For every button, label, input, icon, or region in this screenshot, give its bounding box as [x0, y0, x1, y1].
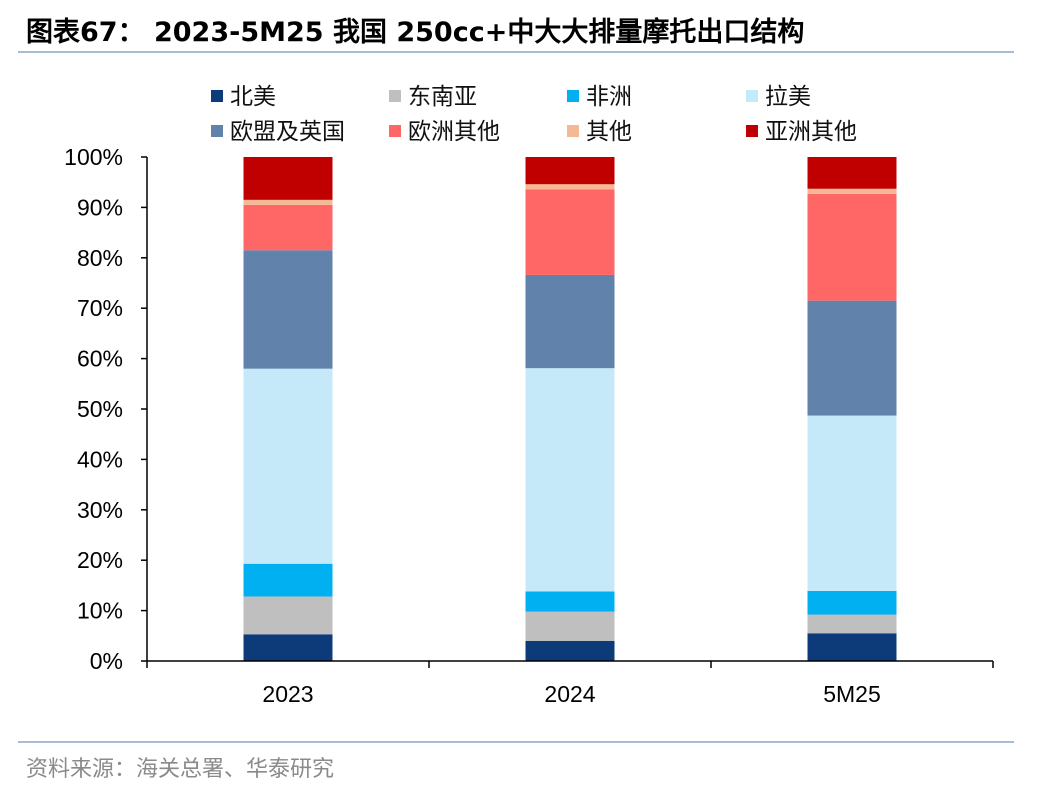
y-tick-label: 100% — [64, 144, 123, 170]
bar-segment — [807, 590, 897, 615]
title-divider — [18, 51, 1014, 53]
bar-segment — [525, 274, 615, 369]
legend-label: 拉美 — [765, 84, 811, 110]
bar-segment — [807, 633, 897, 661]
legend-item: 拉美 — [746, 84, 811, 110]
bar-segment — [243, 199, 333, 205]
legend-item: 非洲 — [567, 84, 632, 110]
y-tick-label: 70% — [77, 295, 123, 321]
legend-label: 其他 — [586, 119, 632, 145]
bar-segment — [807, 614, 897, 634]
legend-swatch — [211, 90, 223, 102]
legend-item: 东南亚 — [389, 84, 477, 110]
figure-title: 图表67： 2023-5M25 我国 250cc+中大大排量摩托出口结构 — [26, 17, 805, 48]
legend-swatch — [389, 90, 401, 102]
legend-swatch — [567, 125, 579, 137]
y-tick-label: 10% — [77, 598, 123, 624]
legend-label: 非洲 — [586, 84, 632, 110]
legend-label: 北美 — [230, 84, 276, 110]
x-tick-label: 5M25 — [823, 681, 881, 707]
bar-segment — [807, 300, 897, 416]
bar-segment — [243, 563, 333, 597]
bar-segment — [243, 157, 333, 200]
bar-segment — [243, 368, 333, 564]
y-tick-label: 30% — [77, 497, 123, 523]
bar-segment — [807, 157, 897, 189]
legend-swatch — [389, 125, 401, 137]
x-tick-label: 2023 — [262, 681, 313, 707]
legend-label: 东南亚 — [408, 84, 477, 110]
bar-segment — [525, 640, 615, 661]
y-tick-label: 40% — [77, 446, 123, 472]
bar-segment — [525, 591, 615, 612]
bar-segment — [243, 634, 333, 661]
y-tick-label: 80% — [77, 245, 123, 271]
bar-segment — [525, 611, 615, 641]
y-tick-label: 20% — [77, 547, 123, 573]
legend-item: 亚洲其他 — [746, 119, 857, 145]
bar-segment — [525, 368, 615, 592]
bar-segment — [525, 189, 615, 275]
legend-label: 亚洲其他 — [765, 119, 857, 145]
source-divider — [18, 741, 1014, 743]
legend-swatch — [746, 90, 758, 102]
legend-swatch — [211, 125, 223, 137]
source-note: 资料来源：海关总署、华泰研究 — [26, 757, 335, 782]
legend-swatch — [746, 125, 758, 137]
legend-label: 欧洲其他 — [408, 119, 500, 145]
chart-axes: 0% 10% 20% 30% 40% 50% 60% 70% 80% 90% 100% 2023 202… — [64, 144, 994, 707]
bar-segment — [807, 193, 897, 301]
bar-segment — [243, 250, 333, 369]
y-tick-label: 0% — [90, 648, 123, 674]
y-tick-label: 60% — [77, 346, 123, 372]
x-tick-label: 2024 — [544, 681, 595, 707]
bar-segment — [807, 415, 897, 591]
legend-label: 欧盟及英国 — [230, 119, 345, 145]
y-tick-label: 50% — [77, 396, 123, 422]
bar-segment — [807, 188, 897, 194]
bar-segment — [525, 157, 615, 185]
legend-item: 欧盟及英国 — [211, 119, 345, 145]
legend-item: 欧洲其他 — [389, 119, 500, 145]
legend-item: 北美 — [211, 84, 276, 110]
bar-segment — [525, 184, 615, 190]
bar-segment — [243, 204, 333, 251]
y-tick-label: 90% — [77, 194, 123, 220]
legend-swatch — [567, 90, 579, 102]
legend-item: 其他 — [567, 119, 632, 145]
bar-series — [243, 157, 897, 661]
bar-segment — [243, 596, 333, 635]
